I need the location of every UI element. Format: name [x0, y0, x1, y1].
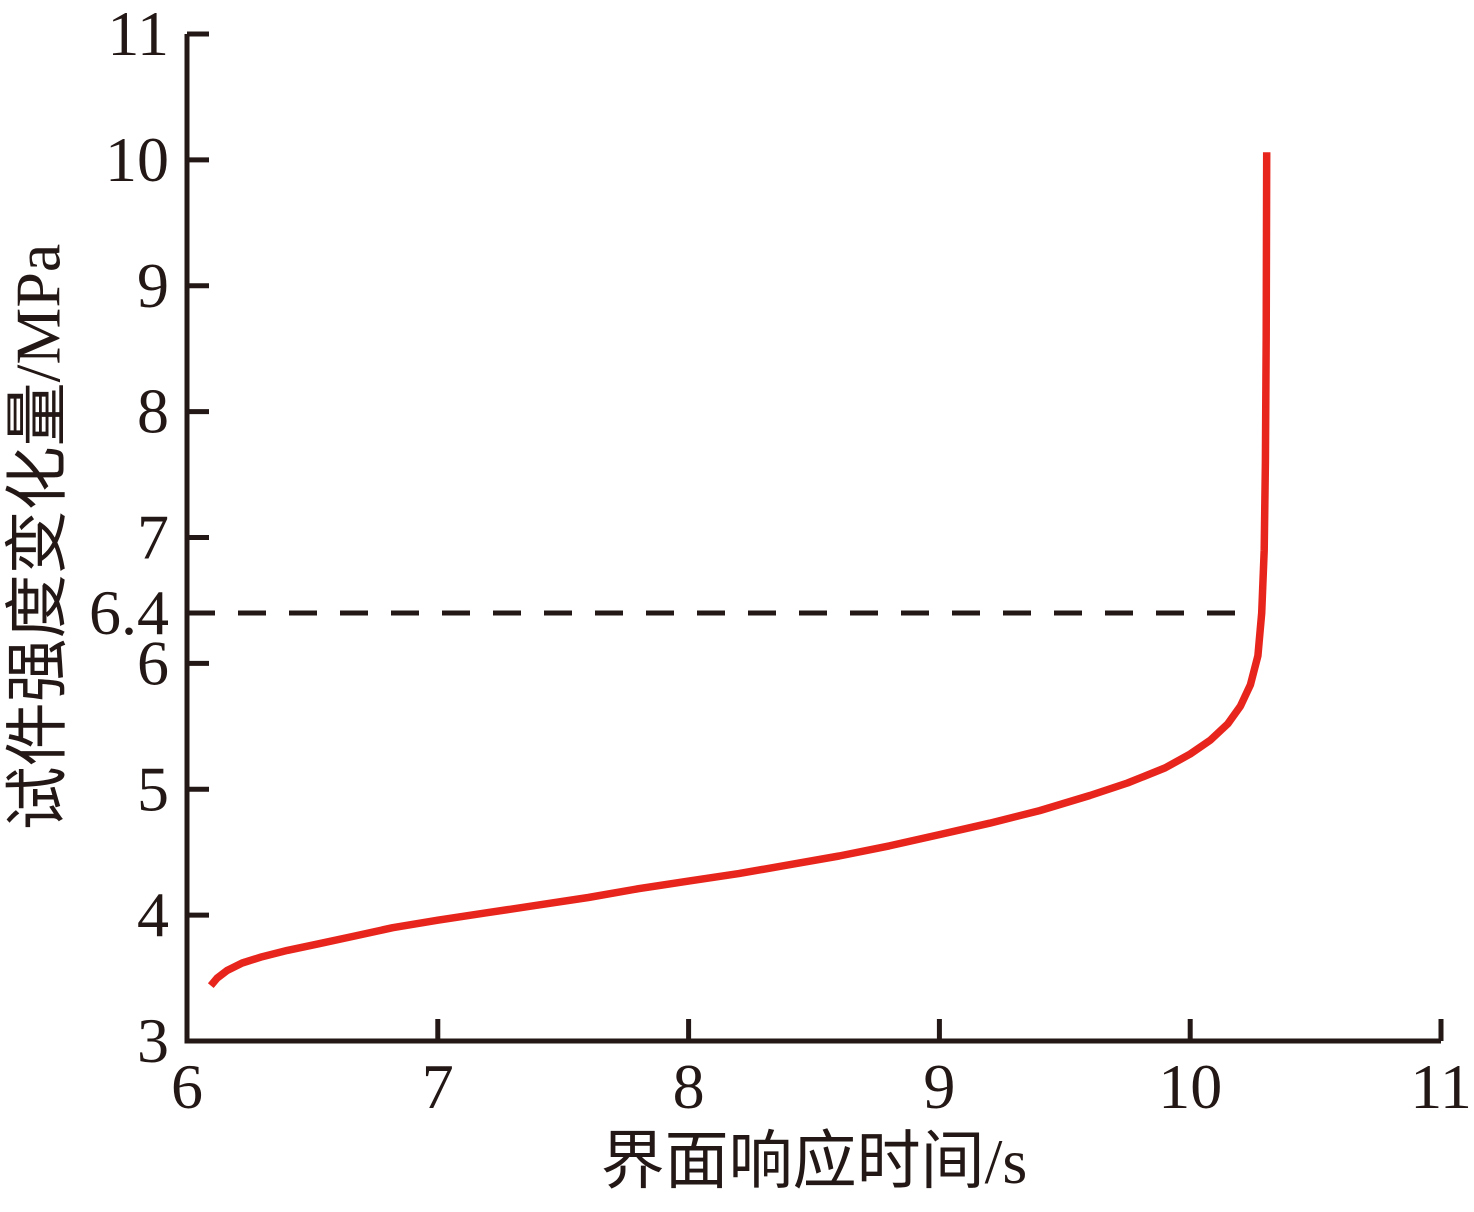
strength-curve — [207, 152, 1271, 989]
x-tick-label: 6 — [171, 1051, 203, 1122]
y-tick-label: 5 — [137, 753, 169, 824]
y-tick-label: 4 — [137, 879, 169, 950]
x-tick-label: 7 — [422, 1051, 454, 1122]
x-tick-label: 10 — [1158, 1051, 1222, 1122]
y-tick-label: 10 — [105, 124, 169, 195]
x-tick-label: 11 — [1410, 1051, 1472, 1122]
y-tick-label: 11 — [107, 0, 169, 69]
axes — [184, 34, 1441, 1044]
x-tick-label: 8 — [673, 1051, 705, 1122]
y-tick-label: 3 — [137, 1005, 169, 1076]
y-tick-label: 6 — [137, 627, 169, 698]
y-tick-label-reference: 6.4 — [89, 577, 169, 648]
x-tick-label: 9 — [923, 1051, 955, 1122]
y-tick-label: 9 — [137, 250, 169, 321]
y-axis-title: 试件强度变化量/MPa — [2, 243, 74, 831]
x-axis-title: 界面响应时间/s — [600, 1126, 1028, 1197]
y-tick-label: 7 — [137, 502, 169, 573]
y-tick-label: 8 — [137, 376, 169, 447]
